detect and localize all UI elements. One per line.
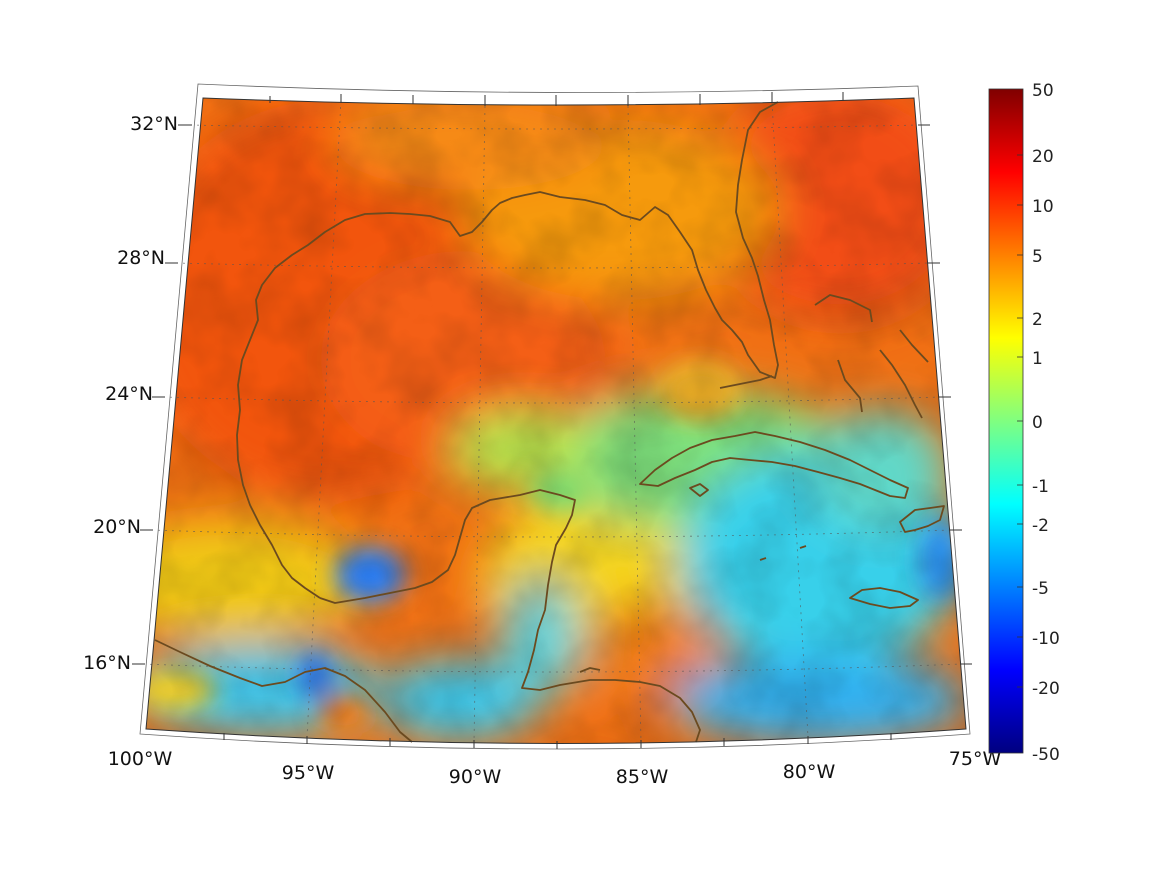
frame-ticks	[132, 92, 972, 749]
meridian-95W	[306, 99, 342, 738]
meridian-90W	[473, 105, 486, 743]
jamaica-coastline	[849, 587, 919, 609]
pacific-coastline	[154, 639, 413, 743]
colorbar-tick-neg1: -1	[1032, 477, 1049, 497]
colorbar-tick-5: 5	[1032, 247, 1043, 267]
colorbar-tick-10: 10	[1032, 197, 1054, 217]
isla-de-la-juventud	[689, 483, 709, 497]
cayman-islands	[759, 545, 807, 561]
parallel-16N	[142, 663, 962, 673]
parallel-32N	[189, 124, 921, 130]
graticule	[142, 99, 962, 743]
map-field	[146, 98, 966, 744]
colorbar-tick-neg10: -10	[1032, 629, 1060, 649]
colorbar-tick-neg50: -50	[1032, 745, 1060, 765]
colorbar-tick-neg20: -20	[1032, 679, 1060, 699]
gulf-coastline	[236, 101, 779, 599]
colorbar-tick-neg2: -2	[1032, 516, 1049, 536]
colorbar: 50 20 10 5 2 1 0 -1 -2 -5 -10 -20 -50	[988, 81, 1060, 765]
colorbar-tick-2: 2	[1032, 310, 1043, 330]
lon-label-100W: 100°W	[108, 748, 173, 770]
lon-label-85W: 85°W	[616, 766, 669, 788]
lon-label-80W: 80°W	[783, 761, 836, 783]
lon-label-75W: 75°W	[949, 748, 1002, 770]
lon-label-90W: 90°W	[449, 766, 502, 788]
parallel-24N	[162, 396, 941, 404]
coastlines	[154, 101, 945, 743]
colorbar-tick-20: 20	[1032, 147, 1054, 167]
colorbar-tick-neg5: -5	[1032, 579, 1049, 599]
cuba-coastline	[639, 431, 909, 499]
lat-label-32N: 32°N	[130, 113, 178, 135]
florida-keys	[719, 375, 773, 389]
lat-label-16N: 16°N	[83, 652, 131, 674]
lat-label-20N: 20°N	[93, 516, 141, 538]
colorbar-tick-0: 0	[1032, 413, 1043, 433]
map-frame-outer	[139, 83, 971, 750]
hispaniola-coastline	[899, 505, 945, 533]
yucatan-coastline	[319, 489, 701, 743]
lon-label-95W: 95°W	[282, 762, 335, 784]
colorbar-tick-50: 50	[1032, 81, 1054, 101]
parallel-20N	[150, 529, 952, 538]
colorbar-tick-1: 1	[1032, 349, 1043, 369]
lat-label-28N: 28°N	[117, 247, 165, 269]
lat-label-24N: 24°N	[105, 383, 153, 405]
longitude-labels: 100°W 95°W 90°W 85°W 80°W 75°W	[108, 748, 1002, 788]
meridian-80W	[771, 101, 809, 738]
map-frame	[145, 97, 967, 744]
latitude-labels: 32°N 28°N 24°N 20°N 16°N	[83, 113, 178, 674]
bahamas-coastline	[814, 294, 929, 419]
bay-islands	[579, 667, 601, 673]
meridian-85W	[627, 105, 642, 743]
